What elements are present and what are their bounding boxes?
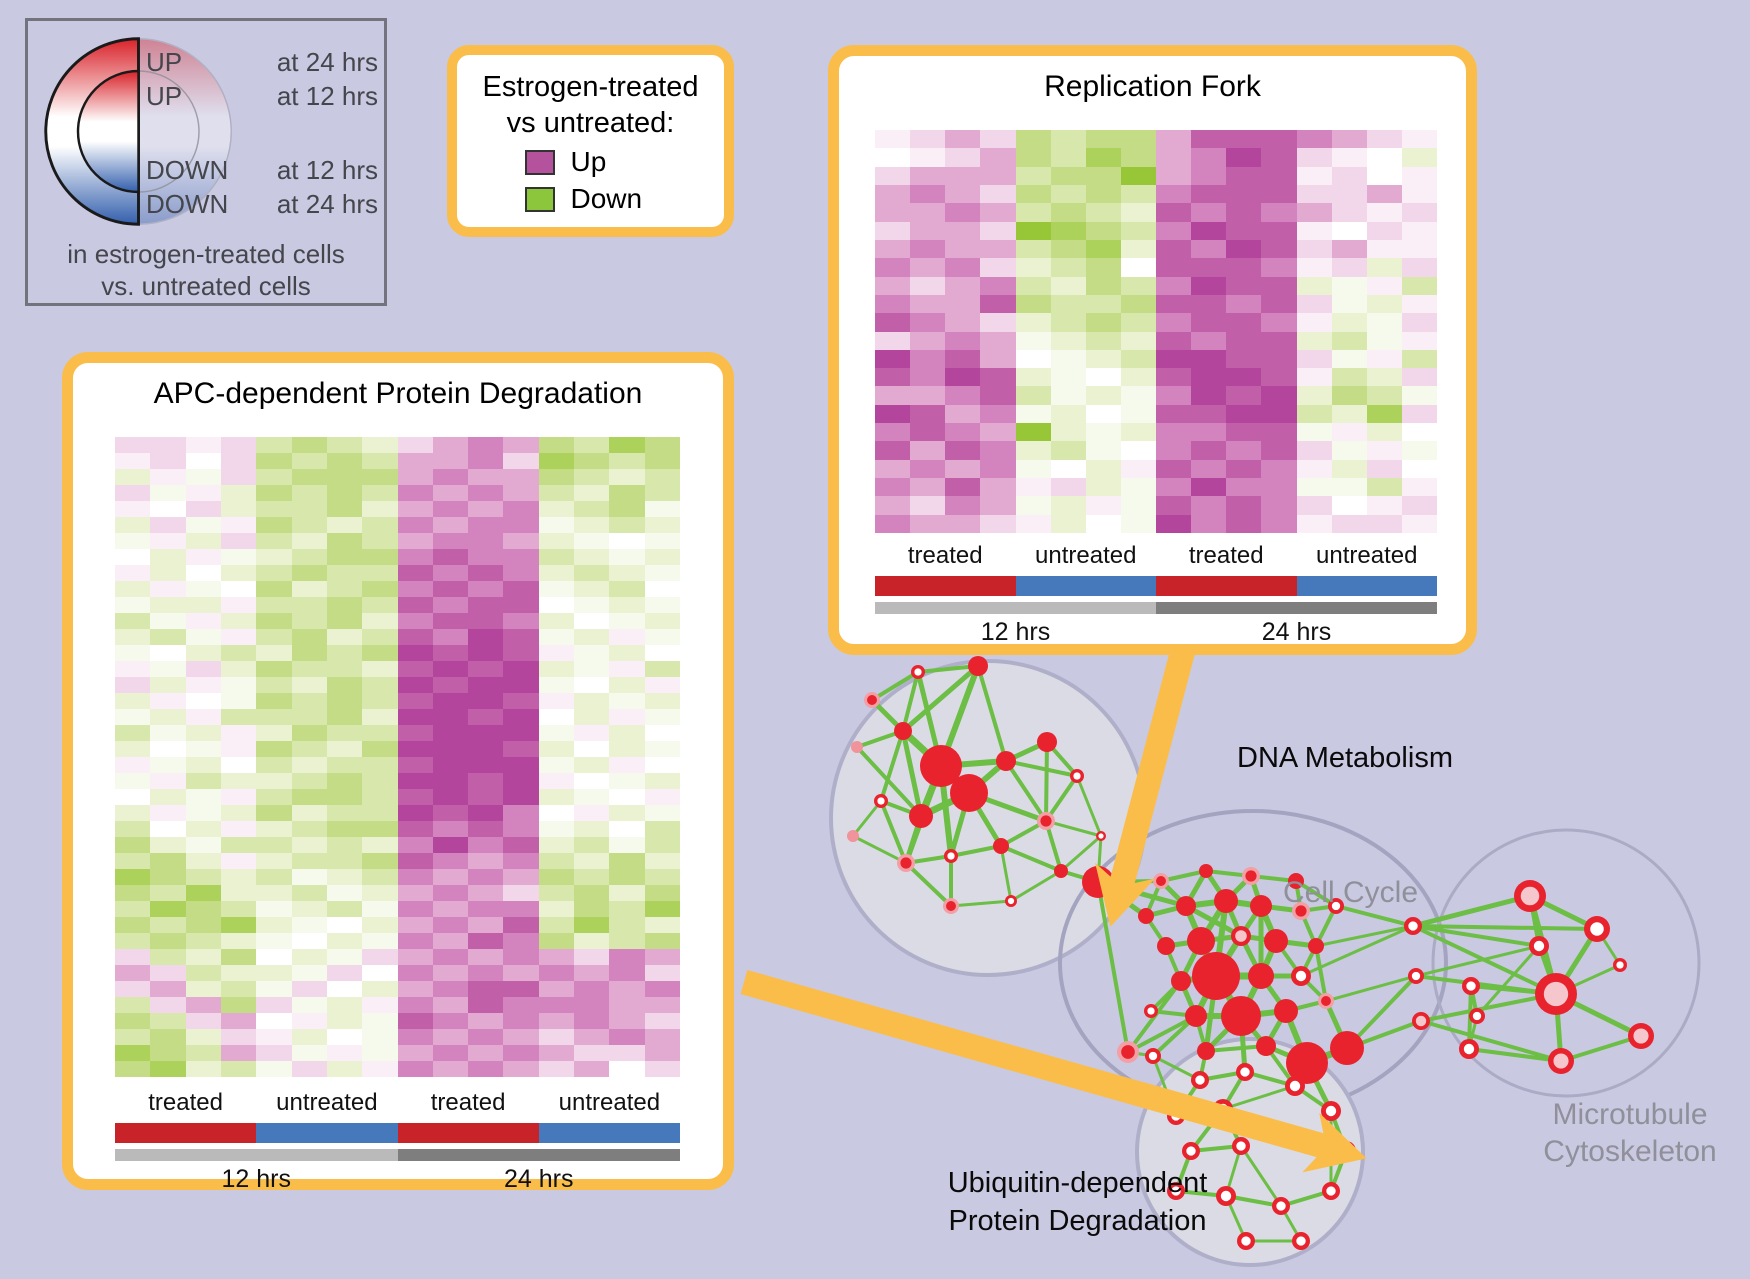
legend-item-down: Down: [524, 183, 657, 215]
up-label: Up: [570, 146, 607, 177]
time-group-label: 12 hrs: [221, 1165, 291, 1193]
cluster-label-dna-metabolism: DNA Metabolism: [1237, 742, 1453, 774]
ubiquitin-line2: Protein Degradation: [948, 1205, 1207, 1237]
time-label: at 24 hrs: [276, 47, 378, 77]
network-nodes: [847, 656, 1654, 1250]
ring-right-half: [137, 38, 232, 225]
condition-label: treated: [907, 542, 983, 569]
time-group-label: 24 hrs: [1261, 618, 1332, 646]
cluster-label-microtubule-cytoskeleton: Microtubule Cytoskeleton: [1500, 1096, 1750, 1170]
condition-label: untreated: [276, 1089, 378, 1116]
condition-label: untreated: [1316, 542, 1418, 569]
legend-footer-line2: vs. untreated cells: [101, 271, 311, 301]
condition-label: treated: [1188, 542, 1264, 569]
cluster-label-ubiquitin-degradation: Ubiquitin-dependent Protein Degradation: [905, 1164, 1250, 1240]
direction-label: DOWN: [146, 189, 229, 219]
condition-label: untreated: [558, 1089, 661, 1116]
panel-pointer-arrows: [740, 646, 1367, 1173]
condition-label: treated: [148, 1089, 223, 1116]
direction-label: DOWN: [146, 155, 229, 185]
microtubule-line1: Microtubule: [1552, 1098, 1708, 1131]
estrogen-legend-title-line2: vs untreated:: [506, 107, 675, 139]
legend-row-down-24: DOWN at 24 hrs: [146, 189, 378, 220]
legend-row-up-12: UP at 12 hrs: [146, 81, 378, 112]
apc-condition-colorbar: [115, 1123, 680, 1143]
legend-footer-line1: in estrogen-treated cells: [67, 239, 345, 269]
time-group-label: 24 hrs: [504, 1165, 574, 1193]
repfork-time-colorbar: [875, 602, 1437, 614]
legend-row-up-24: UP at 24 hrs: [146, 47, 378, 78]
ring-legend-box: UP at 24 hrs UP at 12 hrs DOWN at 12 hrs…: [25, 18, 387, 306]
apc-heatmap: [115, 437, 680, 1077]
repfork-condition-labels: treated untreated treated untreated: [875, 542, 1437, 570]
up-down-ring-icon: [44, 37, 232, 226]
legend-row-down-12: DOWN at 12 hrs: [146, 155, 378, 186]
condition-label: untreated: [1035, 542, 1137, 569]
estrogen-legend-title-line1: Estrogen-treated: [482, 71, 699, 103]
replication-fork-panel: Replication Fork treated untreated treat…: [828, 45, 1477, 655]
apc-degradation-panel: APC-dependent Protein Degradation treate…: [62, 352, 734, 1193]
cluster-label-cell-cycle: Cell Cycle: [1283, 876, 1419, 909]
time-label: at 24 hrs: [276, 189, 378, 219]
estrogen-legend-box: Estrogen-treated vs untreated: Up Down: [447, 45, 734, 237]
condition-label: treated: [430, 1089, 506, 1116]
repfork-panel-title: Replication Fork: [1044, 70, 1261, 103]
ubiquitin-line1: Ubiquitin-dependent: [947, 1167, 1208, 1199]
repfork-heatmap: [875, 130, 1437, 533]
apc-condition-labels: treated untreated treated untreated: [115, 1089, 680, 1117]
microtubule-line2: Cytoskeleton: [1543, 1135, 1717, 1168]
down-color-swatch: [524, 186, 555, 212]
legend-item-up: Up: [524, 146, 657, 178]
down-label: Down: [570, 183, 643, 214]
apc-panel-title: APC-dependent Protein Degradation: [153, 377, 643, 410]
direction-label: UP: [146, 81, 183, 111]
up-color-swatch: [524, 149, 555, 175]
repfork-time-labels: 12 hrs 24 hrs: [875, 602, 1437, 647]
ring-left-inner-half: [76, 69, 140, 194]
repfork-condition-colorbar: [875, 576, 1437, 596]
apc-time-colorbar: [115, 1149, 680, 1161]
direction-label: UP: [146, 47, 183, 77]
time-label: at 12 hrs: [276, 155, 378, 185]
time-group-label: 12 hrs: [980, 618, 1051, 646]
time-label: at 12 hrs: [276, 81, 378, 111]
ring-right-inner-outline: [137, 70, 200, 193]
apc-time-labels: 12 hrs 24 hrs: [115, 1149, 680, 1194]
